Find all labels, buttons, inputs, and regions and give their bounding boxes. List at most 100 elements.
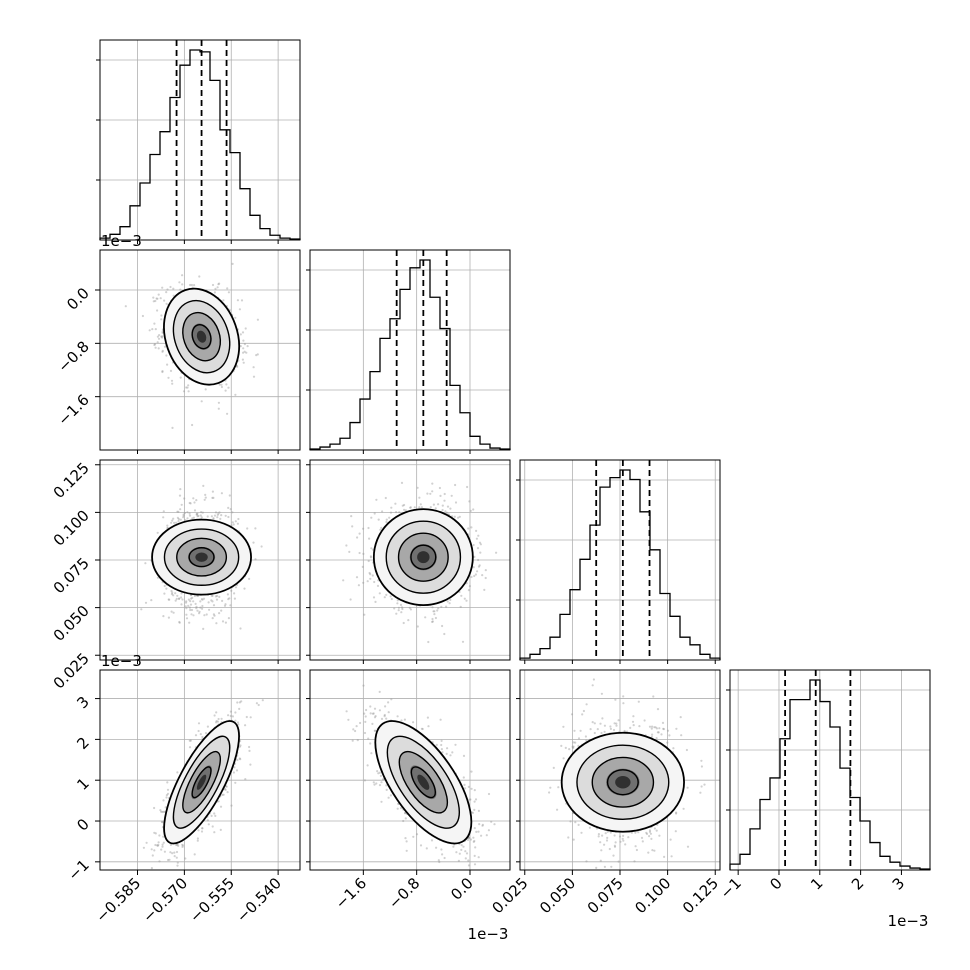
- sample-point: [409, 506, 412, 509]
- sample-point: [181, 274, 184, 277]
- sample-point: [181, 598, 184, 601]
- sample-point: [226, 791, 229, 794]
- sample-point: [468, 585, 471, 588]
- sample-point: [178, 620, 181, 624]
- sample-point: [189, 608, 192, 612]
- sample-point: [236, 701, 239, 704]
- sample-point: [220, 717, 223, 720]
- sample-point: [473, 800, 476, 803]
- sample-point: [463, 597, 466, 600]
- sample-point: [217, 407, 220, 410]
- sample-point: [466, 838, 470, 842]
- sample-point: [450, 494, 453, 497]
- sample-point: [252, 541, 255, 544]
- sample-point: [199, 600, 202, 603]
- sample-point: [227, 291, 230, 294]
- sample-point: [370, 516, 373, 519]
- sample-point: [156, 297, 159, 300]
- sample-point: [236, 522, 239, 525]
- sample-point: [200, 516, 203, 519]
- sample-point: [170, 589, 173, 593]
- sample-point: [179, 508, 182, 511]
- sample-point: [389, 595, 392, 598]
- sample-point: [201, 511, 204, 514]
- sample-point: [202, 627, 205, 631]
- sample-point: [218, 383, 221, 386]
- sample-point: [459, 605, 462, 608]
- sample-point: [465, 599, 468, 602]
- sample-point: [163, 850, 166, 853]
- sample-point: [227, 617, 230, 620]
- sample-point: [124, 305, 127, 308]
- sample-point: [390, 506, 393, 509]
- sample-point: [167, 376, 170, 379]
- sample-point: [161, 370, 164, 373]
- sample-point: [234, 781, 237, 784]
- sample-point: [229, 604, 232, 607]
- sample-point: [412, 721, 415, 724]
- sample-point: [175, 850, 179, 854]
- contour-line: [182, 311, 222, 362]
- sample-point: [158, 334, 161, 337]
- sample-point: [231, 521, 234, 524]
- sample-point: [211, 825, 214, 828]
- sample-point: [419, 844, 423, 847]
- sample-point: [387, 701, 390, 704]
- sample-point: [153, 849, 156, 852]
- sample-point: [395, 510, 398, 514]
- sample-point: [152, 300, 155, 303]
- hist-panel-frame: [729, 669, 931, 871]
- sample-point: [256, 353, 259, 356]
- sample-point: [154, 299, 157, 303]
- sample-point: [171, 591, 174, 594]
- sample-point: [216, 720, 219, 723]
- sample-point: [241, 331, 245, 334]
- sample-point: [228, 494, 231, 497]
- sample-point: [460, 594, 463, 597]
- sample-point: [363, 613, 366, 616]
- sample-point: [159, 297, 162, 300]
- sample-point: [218, 282, 221, 285]
- sample-point: [215, 711, 218, 714]
- sample-point: [469, 509, 472, 512]
- sample-point: [393, 607, 396, 610]
- sample-point: [183, 511, 186, 515]
- sample-point: [244, 778, 247, 781]
- sample-point: [150, 867, 153, 870]
- sample-point: [212, 496, 215, 499]
- sample-point: [431, 617, 434, 621]
- sample-point: [217, 283, 220, 286]
- sample-point: [358, 551, 361, 555]
- sample-point: [201, 827, 204, 830]
- sample-point: [345, 544, 348, 547]
- sample-point: [416, 486, 419, 489]
- sample-point: [199, 733, 202, 736]
- sample-point: [470, 787, 473, 790]
- sample-point: [367, 526, 370, 530]
- sample-point: [216, 286, 219, 289]
- sample-point: [254, 558, 257, 561]
- sample-point: [399, 603, 403, 607]
- sample-point: [238, 707, 241, 711]
- sample-point: [213, 714, 216, 717]
- sample-point: [165, 302, 168, 305]
- sample-point: [197, 514, 200, 518]
- sample-point: [204, 496, 207, 499]
- sample-point: [181, 283, 184, 286]
- sample-point: [162, 615, 165, 618]
- sample-point: [198, 612, 201, 615]
- sample-point: [440, 739, 443, 743]
- sample-point: [160, 848, 163, 851]
- sample-point: [443, 856, 446, 860]
- sample-point: [372, 596, 376, 599]
- sample-point: [188, 746, 192, 749]
- sample-point: [167, 616, 170, 619]
- sample-point: [248, 749, 251, 753]
- sample-point: [165, 291, 168, 294]
- density-fill: [417, 551, 430, 564]
- sample-point: [191, 517, 194, 520]
- sample-point: [226, 412, 229, 415]
- panel-frame: [99, 249, 301, 451]
- sample-point: [472, 840, 475, 844]
- sample-point: [449, 754, 452, 757]
